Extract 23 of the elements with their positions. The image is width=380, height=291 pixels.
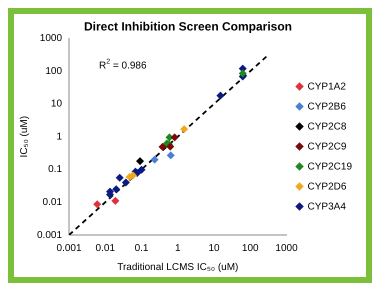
x-tick-label: 10 (208, 242, 220, 254)
x-tick-label: 1 (174, 242, 181, 254)
chart-title: Direct Inhibition Screen Comparison (84, 20, 292, 34)
y-tick-label: 0.01 (42, 196, 62, 208)
legend-label: CYP2B6 (308, 101, 346, 112)
y-tick-label: 100 (45, 66, 62, 77)
y-tick-label: 1 (56, 131, 62, 142)
x-tick-label: 0.01 (96, 242, 116, 254)
legend-label: CYP3A4 (308, 201, 346, 212)
x-tick-label: 1000 (275, 242, 298, 254)
x-axis-title: Traditional LCMS IC₅₀ (uM) (117, 262, 238, 273)
y-tick-label: 0.001 (36, 230, 62, 241)
y-tick-label: 1000 (40, 33, 62, 44)
legend-label: CYP2C19 (308, 161, 352, 172)
y-tick-label: 10 (50, 98, 62, 110)
legend-label: CYP1A2 (308, 81, 346, 92)
x-tick-label: 0.1 (134, 242, 149, 254)
legend-label: CYP2C8 (308, 121, 347, 132)
legend-label: CYP2C9 (308, 141, 347, 152)
x-tick-label: 100 (242, 242, 260, 254)
y-tick-label: 0.1 (48, 164, 62, 176)
y-axis-title: IC₅₀ (uM) (18, 116, 30, 158)
legend-label: CYP2D6 (308, 181, 347, 192)
